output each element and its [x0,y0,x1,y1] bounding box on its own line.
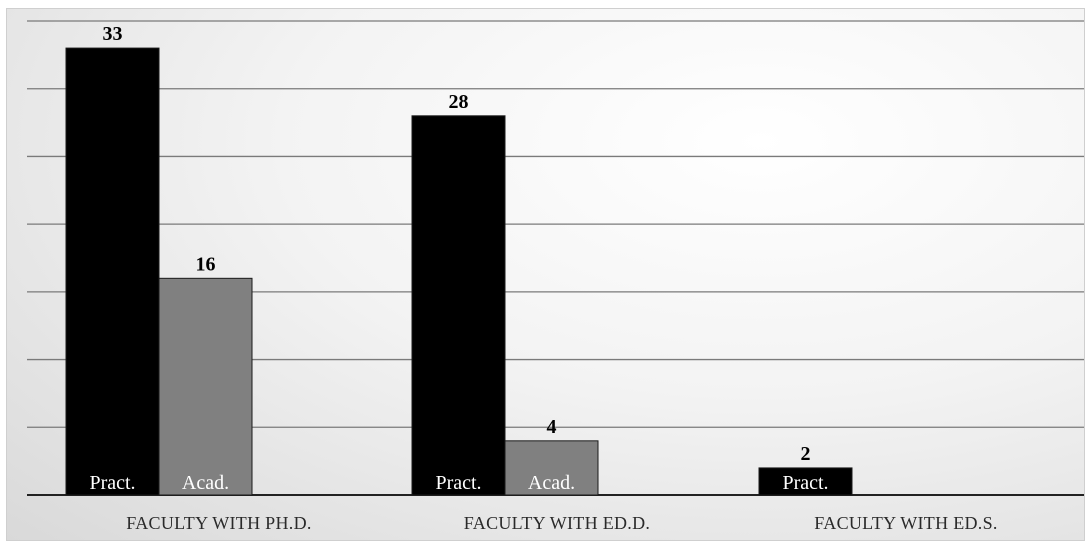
bar-acad-2 [504,440,599,496]
series-label-pract-1: Pract. [89,472,135,494]
bars-layer [65,47,853,496]
bar-pract-2 [411,115,506,496]
value-label-pract-3: 2 [801,443,811,465]
value-label-pract-2: 28 [449,91,469,113]
chart-frame: 33 Pract. 16 Acad. FACULTY WITH PH.D. 28 Pract… [6,8,1085,541]
bar-acad-1 [158,277,253,496]
value-label-acad-2: 4 [547,416,557,438]
series-label-pract-2: Pract. [435,472,481,494]
series-label-acad-2: Acad. [528,472,575,494]
series-label-acad-1: Acad. [182,472,229,494]
labels-layer: 33 Pract. 16 Acad. FACULTY WITH PH.D. 28 Pract… [89,23,997,533]
bar-chart: 33 Pract. 16 Acad. FACULTY WITH PH.D. 28 Pract… [27,20,1084,533]
value-label-pract-1: 33 [103,23,123,45]
bar-pract-3 [758,467,853,496]
category-label-2: FACULTY WITH ED.D. [464,513,650,533]
value-label-acad-1: 16 [196,253,216,275]
bar-pract-1 [65,47,160,496]
category-label-3: FACULTY WITH ED.S. [814,513,997,533]
series-label-pract-3: Pract. [782,472,828,494]
category-label-1: FACULTY WITH PH.D. [126,513,311,533]
